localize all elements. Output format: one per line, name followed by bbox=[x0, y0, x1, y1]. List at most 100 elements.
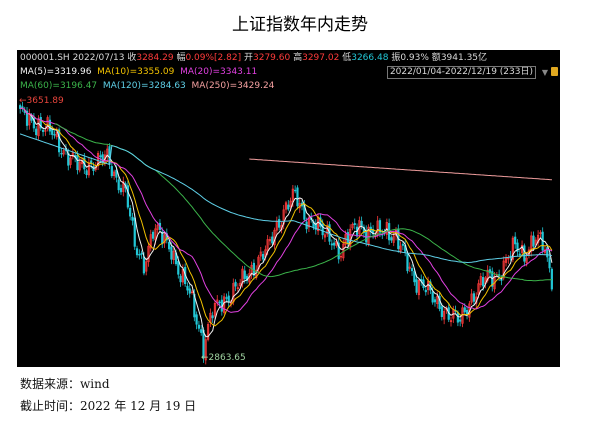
candle-body bbox=[337, 242, 340, 260]
candle-body bbox=[163, 234, 166, 244]
candle-body bbox=[188, 288, 191, 294]
candle-body bbox=[204, 339, 207, 361]
candle-body bbox=[431, 291, 434, 303]
candle-body bbox=[218, 301, 221, 304]
candle-body bbox=[504, 258, 508, 263]
candle-body bbox=[129, 207, 132, 217]
candle-body bbox=[227, 295, 230, 303]
candle-body bbox=[360, 220, 363, 227]
candle-body bbox=[149, 234, 152, 249]
candle-body bbox=[60, 152, 63, 155]
candle-body bbox=[534, 239, 537, 245]
candle-body bbox=[436, 295, 439, 305]
candle-body bbox=[518, 253, 521, 256]
candle-body bbox=[456, 312, 459, 323]
candle-body bbox=[25, 110, 29, 126]
candle-body bbox=[213, 302, 217, 317]
candle-body bbox=[537, 234, 540, 243]
high-label: 高 bbox=[293, 53, 303, 63]
candle-body bbox=[133, 217, 136, 247]
quote-header: 000001.SH 2022/07/13 收3284.29 幅0.09%[2.8… bbox=[20, 53, 487, 64]
candle-body bbox=[514, 236, 517, 245]
open-value: 3279.60 bbox=[253, 53, 291, 63]
candle-body bbox=[550, 268, 553, 290]
max-price-label: ←3651.89 bbox=[19, 96, 64, 106]
candle-body bbox=[76, 155, 79, 171]
candle-body bbox=[186, 285, 189, 291]
candle-body bbox=[206, 324, 210, 340]
candle-body bbox=[69, 157, 72, 165]
candle-body bbox=[78, 161, 81, 171]
candle-body bbox=[433, 299, 437, 303]
candle-body bbox=[122, 181, 125, 192]
candle-body bbox=[385, 222, 388, 235]
candle-body bbox=[170, 246, 173, 260]
candle-body bbox=[177, 261, 180, 275]
date-note: 截止时间：2022 年 12 月 19 日 bbox=[20, 399, 197, 413]
candle-body bbox=[516, 242, 519, 252]
ma-legend-row-1: MA(5)=3319.96 MA(10)=3355.09 MA(20)=3343… bbox=[20, 67, 257, 78]
amount-label: 额 bbox=[431, 53, 441, 63]
candle-body bbox=[481, 277, 485, 287]
chart-panel: 000001.SH 2022/07/13 收3284.29 幅0.09%[2.8… bbox=[17, 50, 560, 367]
candle-body bbox=[443, 311, 446, 320]
low-value: 3266.48 bbox=[351, 53, 389, 63]
candle-body bbox=[71, 152, 74, 157]
ma10-label: MA(10)=3355.09 bbox=[97, 67, 175, 77]
candle-body bbox=[287, 204, 290, 210]
candle-body bbox=[390, 237, 393, 241]
candle-body bbox=[296, 187, 299, 207]
candle-body bbox=[351, 223, 354, 229]
candle-body bbox=[85, 170, 88, 175]
candle-body bbox=[408, 266, 411, 269]
candle-body bbox=[415, 279, 418, 293]
candle-body bbox=[294, 189, 297, 192]
candle-body bbox=[197, 324, 201, 329]
candle-body bbox=[138, 254, 141, 256]
candle-body bbox=[225, 297, 228, 299]
close-value: 3284.29 bbox=[136, 53, 174, 63]
high-value: 3297.02 bbox=[302, 53, 340, 63]
candle-body bbox=[117, 179, 120, 191]
candle-body bbox=[278, 219, 281, 228]
change-label: 幅 bbox=[176, 53, 186, 63]
candle-body bbox=[200, 329, 203, 333]
candle-body bbox=[239, 282, 242, 287]
candle-body bbox=[330, 243, 333, 246]
candle-body bbox=[41, 129, 45, 132]
ma120-label: MA(120)=3284.63 bbox=[102, 81, 186, 91]
date-range-selector[interactable]: 2022/01/04-2022/12/19 (233日) bbox=[386, 66, 536, 79]
candle-body bbox=[261, 254, 265, 260]
low-label: 低 bbox=[342, 53, 352, 63]
candle-body bbox=[548, 257, 551, 269]
candle-body bbox=[413, 271, 416, 283]
ma250-line bbox=[249, 158, 552, 181]
candle-body bbox=[151, 231, 155, 239]
security-code: 000001.SH bbox=[20, 53, 70, 63]
lock-icon[interactable] bbox=[551, 67, 558, 76]
candle-body bbox=[179, 275, 182, 283]
candle-body bbox=[353, 223, 356, 226]
candle-body bbox=[319, 217, 322, 227]
candle-body bbox=[161, 231, 164, 245]
candle-body bbox=[284, 202, 288, 210]
candle-body bbox=[44, 130, 47, 132]
candle-body bbox=[477, 283, 480, 295]
candle-body bbox=[378, 220, 382, 233]
candle-body bbox=[236, 287, 239, 289]
source-note: 数据来源：wind bbox=[20, 377, 110, 391]
candle-body bbox=[252, 262, 256, 276]
candle-body bbox=[532, 235, 535, 247]
chevron-down-icon[interactable]: ▼ bbox=[541, 68, 548, 77]
candle-body bbox=[35, 128, 38, 136]
candle-body bbox=[459, 319, 462, 322]
candle-body bbox=[115, 169, 118, 178]
candle-body bbox=[51, 129, 54, 135]
candle-body bbox=[99, 155, 102, 158]
price-chart[interactable] bbox=[17, 50, 560, 367]
amplitude-value: 0.93% bbox=[400, 53, 429, 63]
candle-body bbox=[349, 228, 352, 247]
candle-body bbox=[126, 185, 129, 208]
ma5-label: MA(5)=3319.96 bbox=[20, 67, 92, 77]
candle-body bbox=[156, 225, 159, 230]
